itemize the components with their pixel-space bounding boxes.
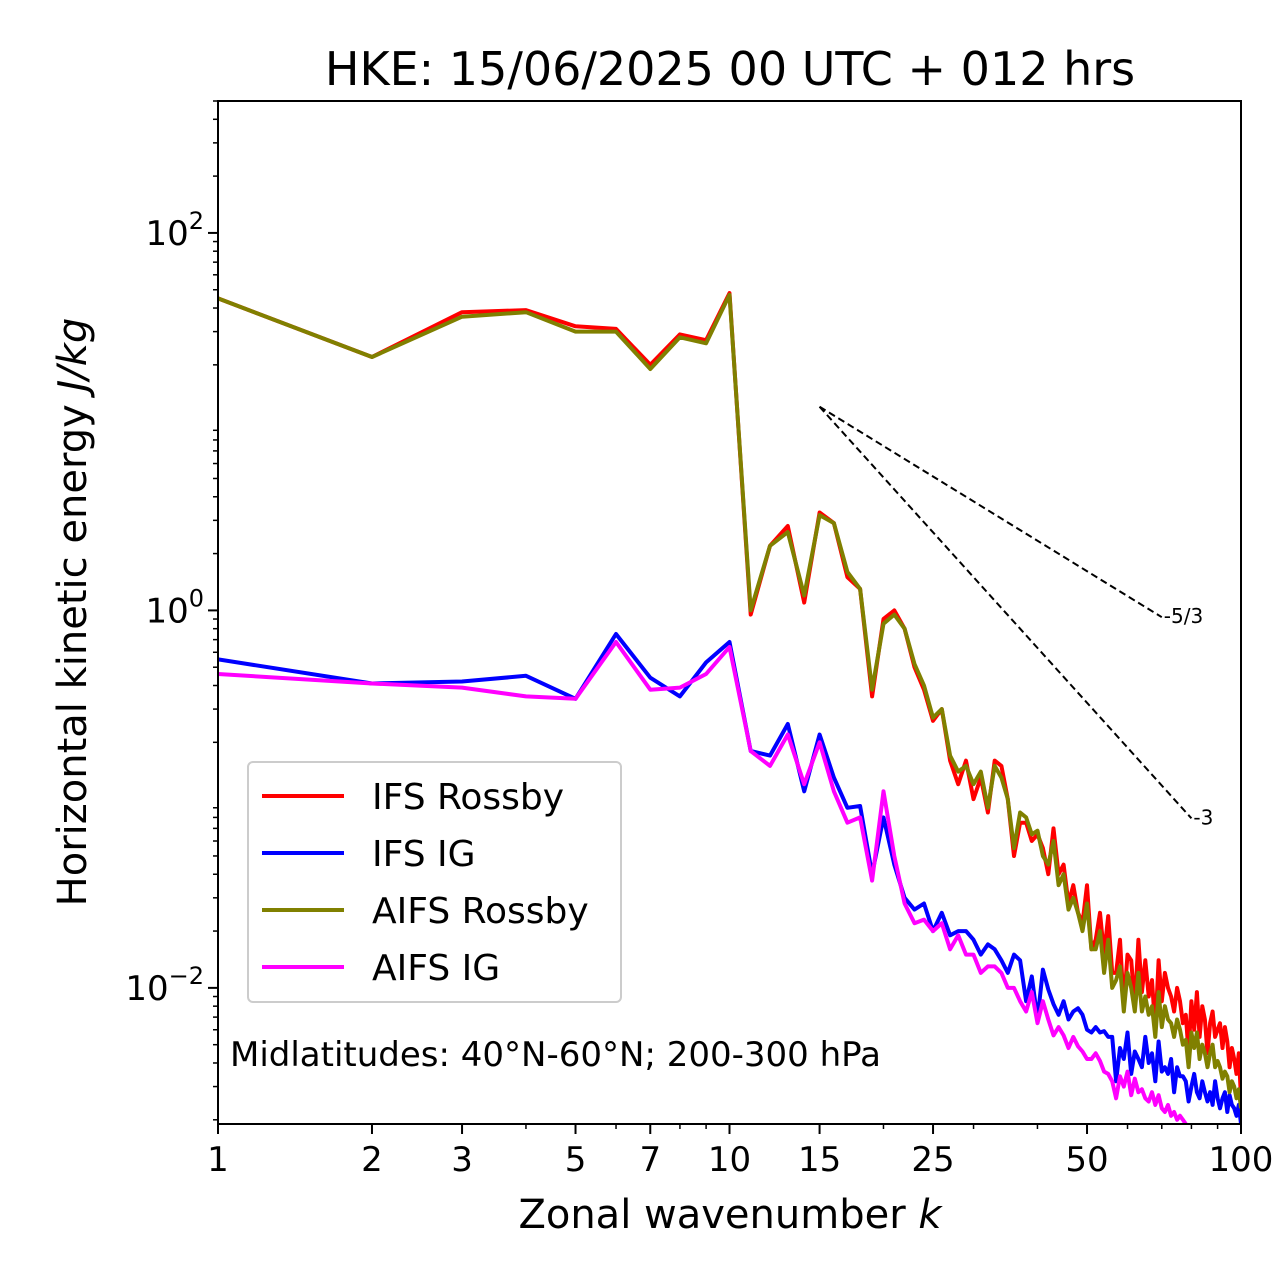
legend-label-ifs-rossby: IFS Rossby — [372, 777, 564, 818]
y-axis-label-unit: J/kg — [50, 318, 96, 399]
reference-line-label-2: -3 — [1193, 805, 1213, 829]
x-tick-label: 100 — [1209, 1140, 1274, 1180]
series-line-aifs-rossby — [218, 292, 1241, 1109]
x-tick-label: 3 — [451, 1140, 473, 1180]
legend-label-aifs-ig: AIFS IG — [372, 948, 500, 989]
y-tick-label: 102 — [145, 207, 204, 254]
axis-ticks: 1 2 3 5 7 10 15 25 50 100 102 100 10−2 — [125, 100, 1274, 1180]
x-tick-label: 1 — [207, 1140, 229, 1180]
legend-label-ifs-ig: IFS IG — [372, 834, 476, 875]
chart-title: HKE: 15/06/2025 00 UTC + 012 hrs — [325, 42, 1135, 96]
plot-area: -5/3 -3 — [218, 291, 1241, 1124]
reference-line-slope-1 — [819, 405, 1163, 619]
x-tick-label: 10 — [708, 1140, 751, 1180]
y-axis-label: Horizontal kinetic energy J/kg — [50, 318, 96, 907]
reference-line-slope-2 — [818, 406, 1193, 820]
x-tick-label: 7 — [639, 1140, 661, 1180]
x-tick-label: 5 — [565, 1140, 587, 1180]
legend-box — [247, 761, 622, 1003]
x-axis-label-variable: k — [918, 1192, 943, 1238]
series-line-ifs-ig — [218, 632, 1241, 1124]
y-tick-label: 10−2 — [125, 962, 204, 1009]
x-axis-label-text: Zonal wavenumber — [518, 1192, 918, 1238]
series-lines — [218, 291, 1241, 1124]
reference-line-label-1: -5/3 — [1164, 604, 1203, 628]
x-axis-label: Zonal wavenumber k — [518, 1192, 943, 1238]
legend: IFS Rossby IFS IG AIFS Rossby AIFS IG — [247, 761, 622, 1003]
region-annotation: Midlatitudes: 40°N-60°N; 200-300 hPa — [230, 1035, 881, 1075]
x-tick-label: 50 — [1065, 1140, 1108, 1180]
x-tick-label: 25 — [911, 1140, 954, 1180]
legend-label-aifs-rossby: AIFS Rossby — [372, 891, 589, 932]
x-tick-label: 15 — [798, 1140, 841, 1180]
series-line-aifs-ig — [218, 640, 1189, 1124]
y-tick-label: 100 — [145, 584, 204, 631]
x-tick-label: 2 — [361, 1140, 383, 1180]
y-axis-label-text: Horizontal kinetic energy — [50, 392, 96, 907]
